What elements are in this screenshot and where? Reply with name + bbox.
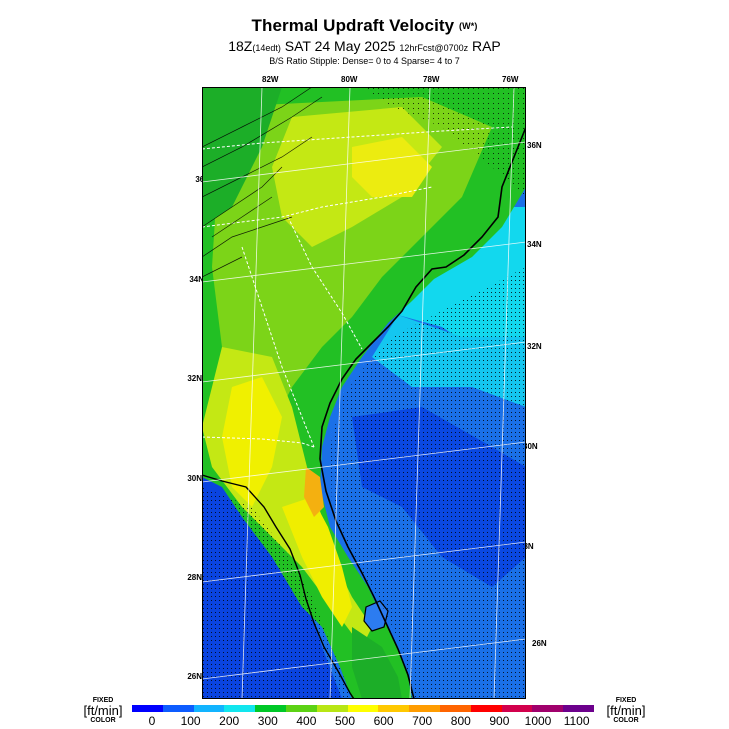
coastline bbox=[319, 126, 526, 699]
color-bar-segment bbox=[255, 705, 286, 712]
color-bar-segment bbox=[409, 705, 440, 712]
chart-title: Thermal Updraft Velocity (W*) bbox=[0, 16, 729, 36]
color-bar-segment bbox=[193, 705, 225, 712]
color-bar-tick-label: 600 bbox=[373, 714, 394, 728]
forecast-map bbox=[202, 87, 526, 699]
color-bar-tick-label: 1100 bbox=[563, 714, 590, 728]
color-bar-segment bbox=[501, 705, 533, 712]
color-bar bbox=[132, 705, 594, 712]
legend-unit-left: [ft/min] bbox=[83, 703, 123, 718]
lat-label-left-32n: 32N bbox=[187, 374, 202, 383]
land-yellow-3 bbox=[352, 137, 432, 197]
subtitle-date: SAT 24 May 2025 bbox=[284, 38, 396, 54]
color-bar-tick-label: 500 bbox=[334, 714, 356, 728]
legend-color-left: COLOR bbox=[90, 717, 116, 724]
color-bar-segment bbox=[285, 705, 317, 712]
legend-unit-right: [ft/min] bbox=[606, 703, 646, 718]
color-bar-tick-label: 300 bbox=[257, 714, 278, 728]
color-bar-tick-label: 700 bbox=[412, 714, 433, 728]
lat-label-right-36n: 36N bbox=[527, 141, 542, 150]
legend-color-right: COLOR bbox=[613, 717, 639, 724]
lon-label-82w: 82W bbox=[262, 75, 279, 84]
legend-units-left: FIXED [ft/min] COLOR bbox=[73, 697, 133, 724]
lon-label-80w: 80W bbox=[341, 75, 358, 84]
color-bar-tick-label: 100 bbox=[180, 714, 201, 728]
lat-label-left-28n: 28N bbox=[187, 573, 202, 582]
color-bar-segment bbox=[132, 705, 163, 712]
lat-label-right-30n: 30N bbox=[523, 442, 538, 451]
chart-subtitle: 18Z(14edt) SAT 24 May 2025 12hrFcst@0700… bbox=[0, 38, 729, 54]
color-bar-segment bbox=[439, 705, 471, 712]
lat-label-left-30n: 30N bbox=[187, 474, 202, 483]
legend-units-right: FIXED [ft/min] COLOR bbox=[596, 697, 656, 724]
lat-label-left-26n: 26N bbox=[187, 672, 202, 681]
lat-label-right-32n: 32N bbox=[527, 342, 542, 351]
land-green-fl-south bbox=[352, 627, 402, 699]
legend-fixed-right: FIXED bbox=[615, 697, 637, 704]
color-bar-segment bbox=[378, 705, 410, 712]
land-yellow bbox=[222, 377, 282, 507]
lon-label-76w: 76W bbox=[502, 75, 519, 84]
legend-fixed-left: FIXED bbox=[92, 697, 114, 704]
stipple-gulf bbox=[202, 487, 352, 699]
subtitle-local: (14edt) bbox=[252, 43, 281, 53]
color-bar-segment bbox=[563, 705, 594, 712]
color-bar-segment bbox=[316, 705, 348, 712]
color-bar-segment bbox=[162, 705, 194, 712]
color-bar-segment bbox=[532, 705, 564, 712]
lat-label-right-28n: 28N bbox=[519, 542, 534, 551]
land-green-nw bbox=[202, 87, 282, 227]
subtitle-fcst: 12hrFcst@0700z bbox=[399, 43, 469, 53]
title-unit: (W*) bbox=[459, 21, 478, 31]
color-bar-segment bbox=[470, 705, 502, 712]
lat-label-left-34n: 34N bbox=[189, 275, 204, 284]
terrain-contours bbox=[202, 87, 323, 278]
stipple-dense-ocean bbox=[330, 267, 526, 699]
color-bar-tick-label: 200 bbox=[219, 714, 240, 728]
color-bar-segment bbox=[224, 705, 256, 712]
land-yellow-2 bbox=[282, 497, 352, 627]
color-bar-ticks: 0 100 200 300 400 500 600 700 800 900 1000 1100 bbox=[132, 714, 594, 728]
color-bar-segment bbox=[347, 705, 379, 712]
subtitle-model: RAP bbox=[471, 38, 501, 54]
color-bar-tick-label: 0 bbox=[148, 714, 156, 728]
subtitle-time: 18Z bbox=[228, 38, 253, 54]
gulf-coastline bbox=[202, 474, 355, 699]
color-bar-tick-label: 800 bbox=[450, 714, 471, 728]
lon-label-78w: 78W bbox=[423, 75, 440, 84]
latlon-grid bbox=[202, 87, 526, 699]
color-bar-tick-label: 900 bbox=[489, 714, 510, 728]
stipple-note: B/S Ratio Stipple: Dense= 0 to 4 Sparse=… bbox=[269, 56, 460, 66]
land-orange bbox=[304, 467, 324, 517]
stipple-ne bbox=[362, 87, 526, 197]
lat-label-right-34n: 34N bbox=[527, 240, 542, 249]
color-bar-tick-label: 400 bbox=[296, 714, 317, 728]
lat-label-right-26n: 26N bbox=[532, 639, 547, 648]
color-bar-tick-label: 1000 bbox=[524, 714, 552, 728]
title-text: Thermal Updraft Velocity bbox=[251, 16, 455, 35]
